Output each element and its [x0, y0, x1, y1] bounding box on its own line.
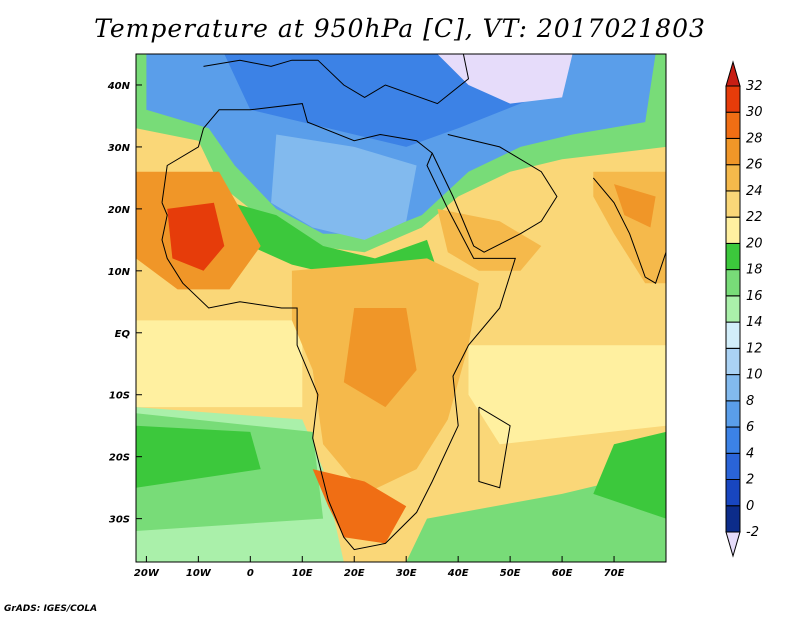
colorbar-top-arrow [725, 60, 741, 87]
colorbar-label: 26 [746, 158, 763, 173]
colorbar-segment [725, 321, 741, 349]
temperature-field [136, 54, 666, 562]
lat-tick-label: EQ [115, 329, 131, 340]
colorbar-label: 22 [746, 210, 763, 225]
lon-tick-label: 30E [396, 568, 417, 579]
lon-tick-label: 60E [552, 568, 573, 579]
colorbar-label: 24 [746, 184, 763, 199]
mediterranean-cold [224, 54, 537, 147]
lon-tick-label: 10W [186, 568, 212, 579]
colorbar-segment [725, 505, 741, 533]
lat-tick-label: 40N [107, 81, 131, 92]
colorbar-segment [725, 374, 741, 402]
credit-text: GrADS: IGES/COLA [4, 604, 98, 614]
lat-tick-label: 30S [109, 515, 130, 526]
colorbar-label: 4 [746, 446, 754, 461]
india-hot [614, 184, 656, 228]
lon-tick-label: 40E [447, 568, 469, 579]
lon-tick-label: 70E [604, 568, 625, 579]
lon-tick-label: 0 [247, 568, 254, 579]
south-africa-hot [312, 469, 407, 544]
atlantic-pale [136, 320, 303, 408]
colorbar-segment [725, 216, 741, 244]
colorbar-segment [725, 269, 741, 297]
lat-tick-label: 10N [108, 267, 131, 278]
colorbar-segment [725, 400, 741, 428]
sahel-green [208, 196, 438, 277]
colorbar-segment [725, 295, 741, 323]
west-africa-core [167, 202, 225, 271]
colorbar-label: 10 [746, 368, 763, 383]
south-atlantic-deep [136, 425, 261, 488]
colorbar-segment [725, 190, 741, 218]
congo-hot [343, 308, 417, 408]
colorbar-segment [725, 138, 741, 166]
colorbar-label: 8 [746, 394, 754, 409]
colorbar-label: 28 [746, 132, 763, 147]
sahara-core [271, 134, 417, 240]
colorbar-label: 14 [746, 315, 763, 330]
colorbar-label: 30 [746, 105, 763, 120]
lon-tick-label: 10E [292, 568, 313, 579]
africa-coastline [161, 103, 516, 551]
india-coastline [592, 177, 666, 284]
indian-pale [468, 345, 666, 445]
lat-tick-label: 20N [108, 205, 131, 216]
lat-tick-label: 20S [109, 453, 130, 464]
colorbar-segment [725, 164, 741, 192]
lat-tick-label: 10S [109, 391, 130, 402]
madagascar-coastline [478, 406, 511, 489]
horn-warm [437, 208, 542, 271]
colorbar-label: -2 [746, 525, 759, 540]
colorbar-label: 16 [746, 289, 763, 304]
coastlines [161, 54, 666, 551]
colorbar-segment [725, 242, 741, 271]
plot-frame [135, 53, 667, 563]
lat-tick-label: 30N [108, 143, 131, 154]
south-indian-deep [593, 431, 666, 519]
colorbar-segment [725, 347, 741, 376]
colorbar-segment [725, 452, 741, 480]
colorbar-label: 2 [746, 473, 754, 488]
colorbar-label: 0 [746, 499, 754, 514]
colorbar-label: 20 [746, 236, 763, 251]
colorbar-segment [725, 111, 741, 139]
map-title: Temperature at 950hPa [C], VT: 201702180… [94, 14, 706, 43]
arabia-coastline [431, 134, 558, 253]
colorbar-segment [725, 479, 741, 507]
colorbar-segment [725, 85, 741, 113]
lon-tick-label: 20E [344, 568, 365, 579]
colorbar-label: 32 [746, 79, 763, 94]
colorbar-label: 6 [746, 420, 754, 435]
turkey-cold [437, 54, 573, 104]
colorbar-label: 18 [746, 263, 763, 278]
colorbar-label: 12 [746, 341, 763, 356]
europe-coastline [203, 54, 470, 105]
lon-tick-label: 20W [134, 568, 160, 579]
colorbar-segment [725, 426, 741, 454]
colorbar-bottom-arrow [725, 531, 741, 558]
lon-tick-label: 50E [500, 568, 521, 579]
axis-ticks: 20W 10W 0 10E 20E 30E 40E 50E 60E 70E 40N 30N 20N 10N… [107, 81, 625, 579]
